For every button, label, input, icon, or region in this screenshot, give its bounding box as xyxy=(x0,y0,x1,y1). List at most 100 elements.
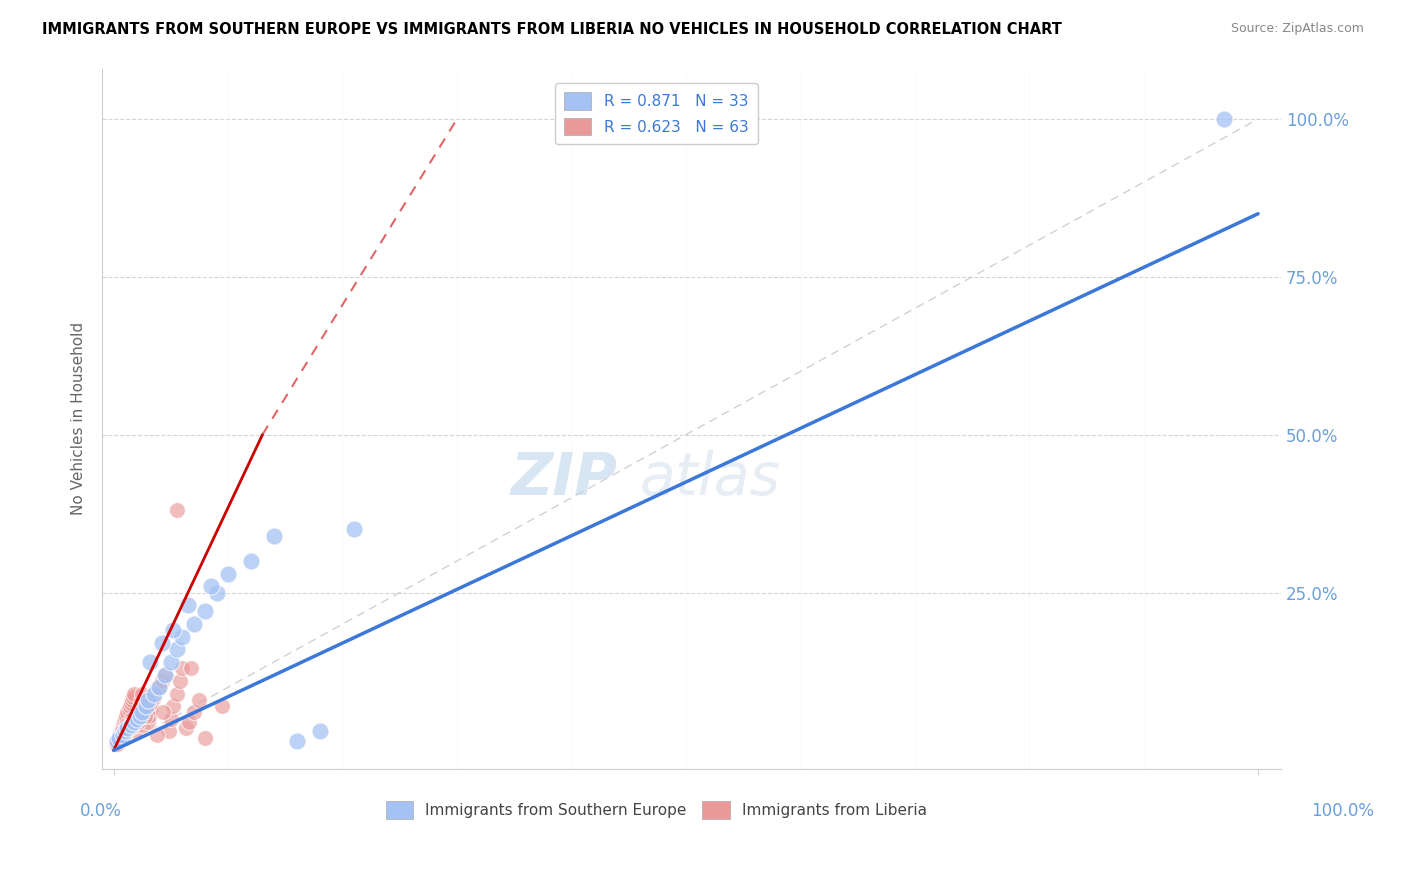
Point xyxy=(128,706,150,720)
Point xyxy=(138,708,160,723)
Text: atlas: atlas xyxy=(640,450,782,508)
Point xyxy=(108,731,131,745)
Point xyxy=(166,642,188,657)
Point xyxy=(134,708,156,723)
Point xyxy=(131,687,153,701)
Point xyxy=(114,712,136,726)
Point xyxy=(188,693,211,707)
Point xyxy=(136,714,159,729)
Point xyxy=(166,687,188,701)
Point xyxy=(129,708,152,723)
Point xyxy=(125,718,148,732)
Point xyxy=(139,655,162,669)
Point xyxy=(142,687,165,701)
Point xyxy=(111,721,134,735)
Point xyxy=(153,667,176,681)
Point xyxy=(172,630,194,644)
Point xyxy=(172,661,194,675)
Point xyxy=(200,579,222,593)
Point xyxy=(343,522,366,536)
Point xyxy=(160,712,183,726)
Point xyxy=(183,706,205,720)
Point xyxy=(134,712,156,726)
Point xyxy=(129,693,152,707)
Y-axis label: No Vehicles in Household: No Vehicles in Household xyxy=(72,322,86,516)
Point xyxy=(136,693,159,707)
Point xyxy=(180,661,202,675)
Point xyxy=(112,728,135,742)
Point xyxy=(157,724,180,739)
Point xyxy=(211,699,233,714)
Point xyxy=(139,702,162,716)
Point xyxy=(174,721,197,735)
Legend: Immigrants from Southern Europe, Immigrants from Liberia: Immigrants from Southern Europe, Immigra… xyxy=(380,795,934,825)
Point xyxy=(162,699,184,714)
Point xyxy=(120,718,142,732)
Point xyxy=(115,718,138,732)
Point xyxy=(142,690,165,704)
Text: 0.0%: 0.0% xyxy=(80,802,122,820)
Point xyxy=(179,714,201,729)
Point xyxy=(135,699,157,714)
Point xyxy=(194,605,217,619)
Point xyxy=(150,636,173,650)
Point xyxy=(131,706,153,720)
Point xyxy=(166,503,188,517)
Point xyxy=(240,554,263,568)
Point xyxy=(112,714,135,729)
Point xyxy=(122,687,145,701)
Point xyxy=(194,731,217,745)
Point xyxy=(105,737,128,751)
Point xyxy=(129,699,152,714)
Point xyxy=(285,734,308,748)
Point xyxy=(111,718,134,732)
Point xyxy=(183,617,205,632)
Point xyxy=(177,598,200,612)
Point xyxy=(105,734,128,748)
Point xyxy=(118,699,141,714)
Point xyxy=(135,706,157,720)
Point xyxy=(111,724,134,739)
Point xyxy=(117,706,139,720)
Point xyxy=(107,731,129,745)
Point xyxy=(162,624,184,638)
Point xyxy=(105,734,128,748)
Point xyxy=(146,728,169,742)
Text: 100.0%: 100.0% xyxy=(1312,802,1374,820)
Point xyxy=(122,714,145,729)
Point xyxy=(153,667,176,681)
Point xyxy=(117,702,139,716)
Point xyxy=(217,566,239,581)
Point xyxy=(117,721,139,735)
Point xyxy=(152,706,174,720)
Point xyxy=(125,712,148,726)
Point xyxy=(127,714,149,729)
Point xyxy=(108,731,131,745)
Text: ZIP: ZIP xyxy=(510,450,617,508)
Point xyxy=(150,673,173,688)
Text: IMMIGRANTS FROM SOUTHERN EUROPE VS IMMIGRANTS FROM LIBERIA NO VEHICLES IN HOUSEH: IMMIGRANTS FROM SOUTHERN EUROPE VS IMMIG… xyxy=(42,22,1062,37)
Point xyxy=(148,680,170,694)
Point xyxy=(129,702,152,716)
Point xyxy=(1212,112,1234,126)
Point xyxy=(118,721,141,735)
Point xyxy=(169,673,191,688)
Point xyxy=(121,712,143,726)
Point xyxy=(308,724,330,739)
Point xyxy=(115,708,138,723)
Point xyxy=(141,696,163,710)
Point xyxy=(124,724,146,739)
Point xyxy=(135,699,157,714)
Point xyxy=(160,655,183,669)
Point xyxy=(205,585,228,599)
Point xyxy=(263,529,285,543)
Point xyxy=(110,724,132,739)
Point xyxy=(108,728,131,742)
Point xyxy=(148,680,170,694)
Point xyxy=(127,712,149,726)
Point xyxy=(114,724,136,739)
Point xyxy=(122,690,145,704)
Point xyxy=(121,693,143,707)
Point xyxy=(111,728,134,742)
Point xyxy=(104,737,127,751)
